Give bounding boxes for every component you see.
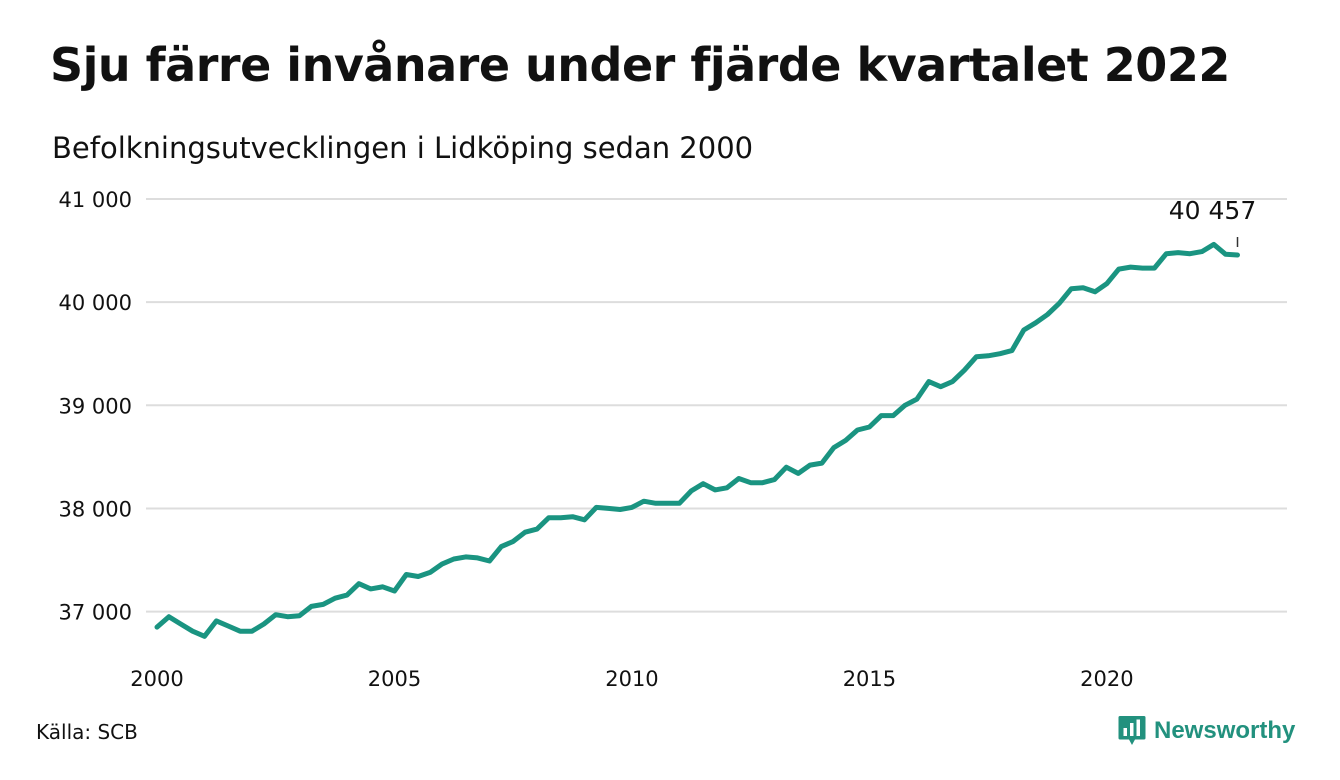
y-tick-label: 38 000 (59, 497, 132, 521)
end-value-label: 40 457 (1169, 196, 1256, 225)
gridlines (146, 198, 1287, 613)
x-tick-label: 2015 (843, 667, 896, 691)
y-tick-label: 40 000 (59, 291, 132, 315)
chart-title: Sju färre invånare under fjärde kvartale… (50, 38, 1230, 92)
chart-subtitle: Befolkningsutvecklingen i Lidköping seda… (52, 131, 754, 165)
population-line (154, 241, 1240, 639)
x-axis-ticks: 2000 2005 2010 2015 2020 (130, 667, 1133, 691)
y-tick-label: 41 000 (59, 188, 132, 212)
newsworthy-logo-icon (1118, 716, 1146, 745)
brand-logo[interactable]: Newsworthy (1118, 714, 1295, 748)
y-axis-ticks: 37 000 38 000 39 000 40 000 41 000 (59, 188, 132, 625)
brand-name: Newsworthy (1154, 717, 1296, 744)
y-tick-label: 37 000 (59, 601, 132, 625)
x-tick-label: 2020 (1080, 667, 1133, 691)
source-note: Källa: SCB (36, 720, 138, 744)
x-tick-label: 2000 (130, 667, 183, 691)
y-tick-label: 39 000 (59, 394, 132, 418)
x-tick-label: 2010 (605, 667, 658, 691)
x-tick-label: 2005 (368, 667, 421, 691)
